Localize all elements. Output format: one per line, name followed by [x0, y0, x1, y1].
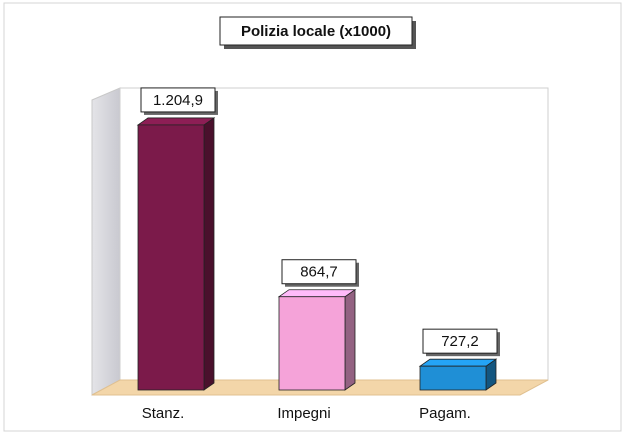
- x-tick-label: Impegni: [277, 405, 330, 422]
- bar: [278, 296, 346, 391]
- chart-title: Polizia locale (x1000): [241, 23, 391, 40]
- value-label: 1.204,9: [153, 92, 203, 109]
- value-label-box: [422, 328, 498, 354]
- bar-top: [418, 358, 498, 367]
- x-tick-label: Pagam.: [419, 405, 471, 422]
- value-label: 864,7: [300, 264, 338, 281]
- value-label-box: [281, 259, 357, 285]
- bar-side: [203, 117, 215, 391]
- side-wall: [91, 87, 121, 396]
- x-tick-label: Stanz.: [142, 405, 185, 422]
- value-label: 727,2: [441, 333, 479, 350]
- bar: [419, 365, 487, 391]
- bar-top: [136, 117, 216, 126]
- bar-side: [344, 288, 356, 391]
- bar-top: [277, 289, 357, 298]
- value-label-box: [140, 87, 216, 113]
- title-box: [219, 16, 413, 46]
- bar: [137, 124, 205, 391]
